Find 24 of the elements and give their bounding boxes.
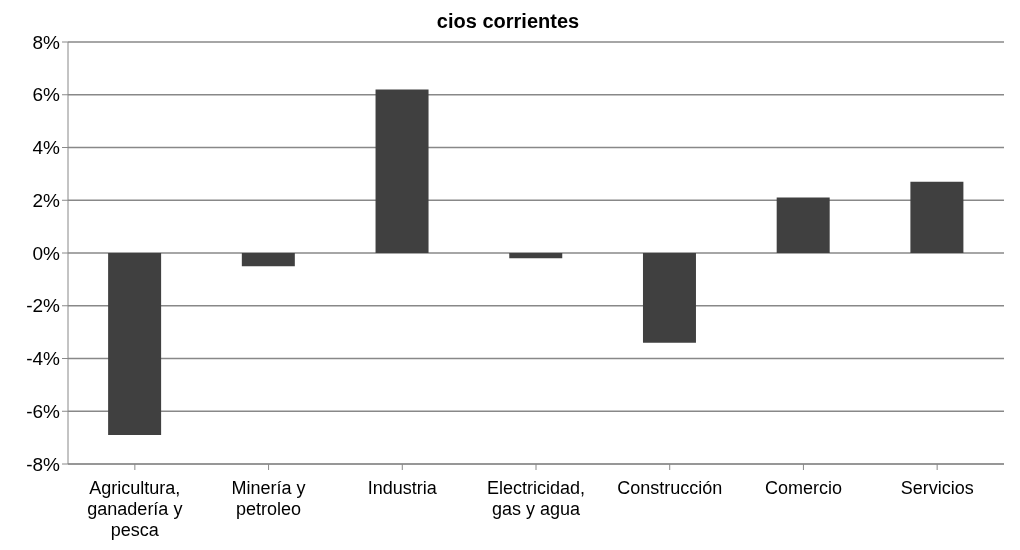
bar [776,197,830,253]
x-tick-label: Electricidad, gas y agua [486,478,586,519]
bar [509,253,563,259]
bar [241,253,295,267]
y-tick-label: 4% [32,137,61,159]
x-tick-label: Comercio [764,478,842,498]
bar [910,181,964,253]
y-tick-label: 0% [32,242,61,264]
x-tick-label: Agricultura, ganadería y pesca [87,478,183,540]
y-tick-label: 6% [32,84,61,106]
y-tick-label: -2% [26,295,61,317]
x-tick-label: Servicios [900,478,974,498]
bar [642,253,696,343]
chart-title: cios corrientes [436,10,580,32]
y-tick-label: -8% [26,453,61,475]
bar [375,89,429,253]
x-tick-label: Minería y petroleo [231,478,306,519]
y-tick-label: 8% [32,31,61,53]
y-tick-label: -4% [26,348,61,370]
y-tick-label: 2% [32,189,61,211]
y-tick-label: -6% [26,400,61,422]
x-tick-label: Construcción [617,478,723,498]
bar [108,253,162,435]
x-tick-label: Industria [367,478,438,498]
